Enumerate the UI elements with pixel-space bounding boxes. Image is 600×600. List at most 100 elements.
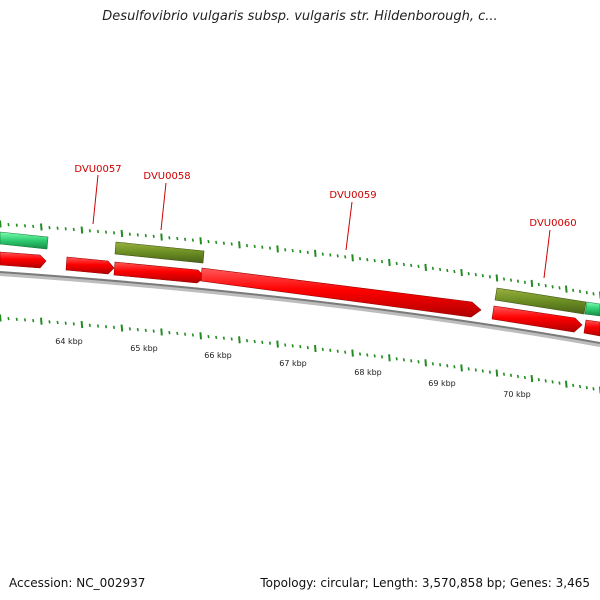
inner-gc-tick xyxy=(144,328,147,333)
inner-gc-tick xyxy=(314,344,317,353)
inner-gc-tick xyxy=(40,317,43,325)
inner-gc-tick xyxy=(431,362,434,366)
inner-gc-tick xyxy=(56,320,59,325)
callout-line-dvu0057 xyxy=(92,174,99,225)
outer-gc-tick xyxy=(488,275,491,279)
gene-label-dvu0060[interactable]: DVU0060 xyxy=(529,218,576,229)
outer-gc-tick xyxy=(191,238,194,242)
cds-arrow-dvu0057[interactable] xyxy=(65,256,115,275)
scale-label-70kbp: 70 kbp xyxy=(503,390,531,399)
inner-gc-tick xyxy=(96,324,100,328)
inner-gc-tick xyxy=(373,354,376,358)
outer-gc-tick xyxy=(336,254,339,258)
outer-gc-tick xyxy=(388,258,391,267)
inner-gc-tick xyxy=(120,324,124,332)
inner-gc-tick xyxy=(184,332,187,336)
outer-gc-tick xyxy=(261,245,264,249)
outer-gc-tick xyxy=(474,273,477,277)
inner-gc-tick-track xyxy=(0,314,600,394)
inner-gc-tick xyxy=(160,328,163,336)
outer-gc-tick xyxy=(160,233,163,241)
inner-gc-tick xyxy=(488,370,491,374)
inner-gc-tick xyxy=(516,374,520,379)
outer-gc-tick xyxy=(88,229,91,233)
outer-gc-tick xyxy=(199,237,202,245)
inner-gc-tick xyxy=(351,349,354,357)
outer-gc-tick xyxy=(572,288,575,292)
inner-gc-tick xyxy=(0,314,2,322)
cds-arrow-dvu0060[interactable] xyxy=(491,305,583,333)
outer-gc-tick xyxy=(152,234,155,238)
inner-gc-tick xyxy=(207,334,210,339)
backbone-ring xyxy=(0,271,600,344)
inner-gc-tick xyxy=(136,327,139,332)
outer-gc-tick xyxy=(453,269,456,274)
scale-label-67kbp: 67 kbp xyxy=(279,359,307,368)
outer-gc-tick xyxy=(380,259,384,264)
outer-gc-tick xyxy=(136,233,139,237)
outer-gc-tick xyxy=(467,271,470,276)
outer-gc-tick xyxy=(120,229,124,238)
inner-gc-tick xyxy=(284,343,287,347)
outer-gc-tick xyxy=(585,290,588,295)
inner-gc-tick xyxy=(261,340,264,345)
inner-gc-tick xyxy=(558,381,561,385)
outer-gc-tick xyxy=(523,280,526,284)
cds-arrow-dvu0058[interactable] xyxy=(113,261,206,284)
inner-gc-tick xyxy=(230,337,233,341)
outer-gc-tick xyxy=(215,240,218,245)
inner-gc-tick xyxy=(585,386,588,390)
inner-gc-tick xyxy=(112,325,116,330)
inner-gc-tick xyxy=(48,320,51,324)
outer-gc-tick-track xyxy=(0,220,600,299)
callout-line-dvu0060 xyxy=(543,229,551,279)
cds-arrow-dvu0056[interactable] xyxy=(0,251,47,269)
inner-gc-tick xyxy=(424,359,427,367)
outer-gc-tick xyxy=(268,246,272,250)
outer-gc-tick xyxy=(417,264,420,269)
inner-gc-tick xyxy=(23,318,27,322)
outer-gc-tick xyxy=(128,232,131,236)
inner-gc-tick xyxy=(417,360,420,364)
gene-label-dvu0058[interactable]: DVU0058 xyxy=(143,171,190,182)
cds-arrow-dvu0059[interactable] xyxy=(200,267,482,318)
outer-gc-tick xyxy=(565,285,568,293)
outer-gc-tick xyxy=(230,242,233,246)
outer-gc-tick xyxy=(104,230,108,234)
backbone-ring-shadow xyxy=(0,272,600,347)
inner-gc-tick xyxy=(551,380,554,384)
outer-gc-tick xyxy=(431,266,434,271)
gene-label-dvu0057[interactable]: DVU0057 xyxy=(74,164,121,175)
outer-gc-tick xyxy=(72,227,75,232)
inner-gc-tick xyxy=(215,335,218,340)
outer-gc-tick xyxy=(40,223,43,231)
map-title: Desulfovibrio vulgaris subsp. vulgaris s… xyxy=(102,9,498,24)
gene-bar-dvu0058[interactable] xyxy=(114,241,205,264)
gene-bar-dvu0060[interactable] xyxy=(494,287,587,315)
genome-summary-label: Topology: circular; Length: 3,570,858 bp… xyxy=(260,576,590,590)
inner-gc-tick xyxy=(439,363,442,367)
outer-gc-tick xyxy=(168,236,171,240)
cds-arrow-dvu0061[interactable] xyxy=(583,319,600,337)
feature-green-bar-right[interactable] xyxy=(584,301,600,317)
outer-gc-tick xyxy=(299,249,302,254)
outer-gc-tick xyxy=(245,243,249,248)
inner-gc-tick xyxy=(191,333,194,337)
inner-gc-tick xyxy=(88,323,91,327)
scale-label-68kbp: 68 kbp xyxy=(354,368,382,377)
outer-gc-tick xyxy=(112,231,116,235)
scale-label-66kbp: 66 kbp xyxy=(204,351,232,360)
feature-green-bar[interactable] xyxy=(0,231,49,250)
outer-gc-tick xyxy=(446,268,449,273)
inner-gc-tick xyxy=(15,317,18,321)
gene-label-dvu0059[interactable]: DVU0059 xyxy=(329,190,376,201)
inner-gc-tick xyxy=(592,387,595,391)
outer-gc-tick xyxy=(481,274,484,278)
outer-gc-tick xyxy=(530,279,534,287)
outer-gc-tick xyxy=(373,258,376,263)
inner-gc-tick xyxy=(7,316,10,321)
outer-gc-tick xyxy=(358,257,362,261)
inner-gc-tick xyxy=(495,369,499,377)
inner-gc-tick xyxy=(253,339,256,344)
